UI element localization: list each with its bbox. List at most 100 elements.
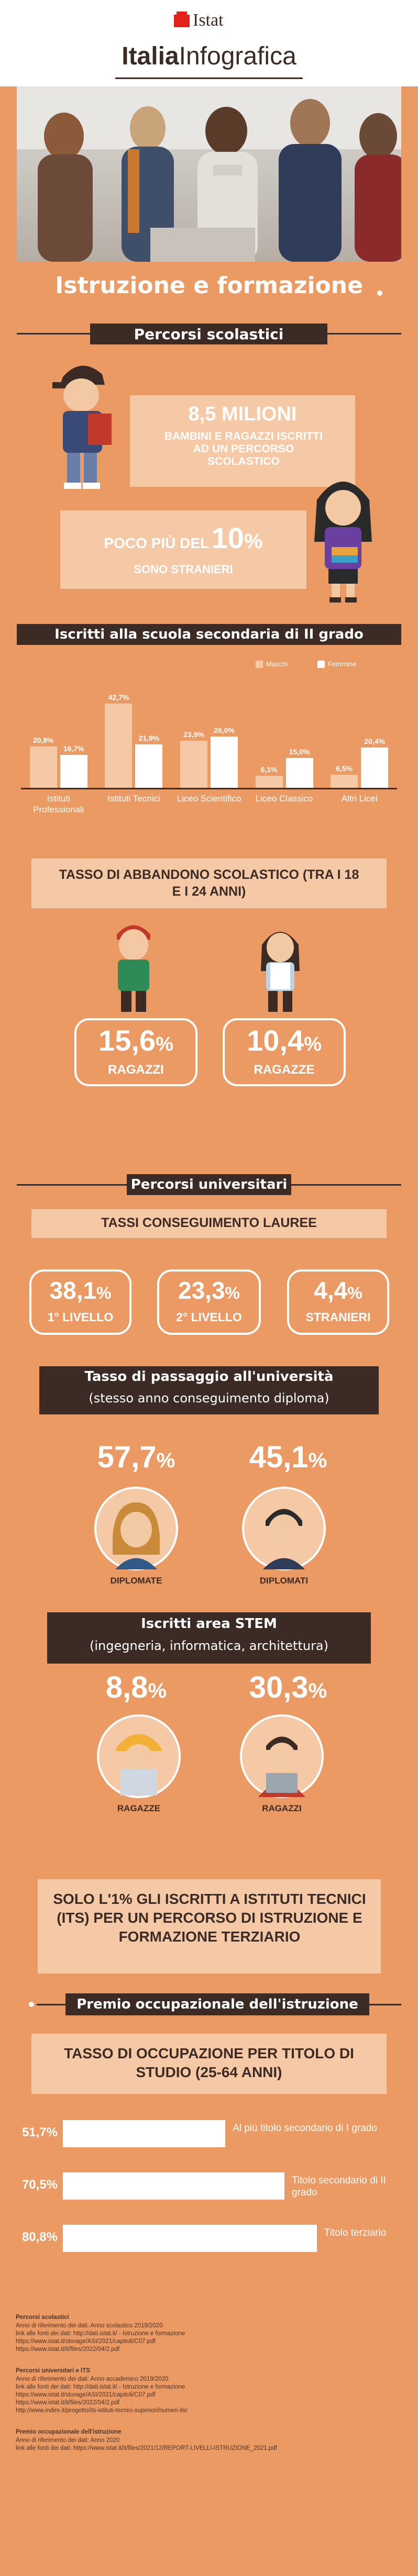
passaggio-girls-label: DIPLOMATE [110,1576,162,1586]
premio-subtitle: TASSO DI OCCUPAZIONE PER TITOLO DI STUDI… [64,2045,354,2080]
passaggio-subtitle: (stesso anno conseguimento diploma) [89,1391,329,1406]
occ-value-1: 70,5% [21,2178,58,2192]
occupazione-bar-chart: 51,7% Al più titolo secondario di I grado… [16,2104,403,2256]
stat-stranieri-text: SONO STRANIERI [134,563,233,576]
laptop-boy-icon [240,1714,324,1798]
istat-logo-icon [174,12,190,27]
stem-boys-value: 30,3 [249,1670,309,1704]
premio-dot [29,2002,34,2007]
header: Istat ItaliaInfografica [0,0,418,86]
stem-subtitle: (ingegneria, informatica, architettura) [90,1638,328,1653]
occ-bar-0 [63,2120,226,2147]
graduate-boy-icon [242,1487,326,1570]
univ-label-1: 1° LIVELLO [47,1310,114,1324]
band-univ-line-right [291,1184,401,1186]
stem-header-bg [47,1612,371,1664]
source-line-1-1: link alle fonti dei dati: http://dati.is… [16,2384,185,2390]
abbandono-boys-value: 15,6 [98,1024,156,1057]
abbandono-girls-box [223,1018,346,1086]
legend-femmine-swatch [317,661,325,668]
source-line-0-1: link alle fonti dei dati: http://dati.is… [16,2330,185,2337]
univ-value-line-2: 23,3% [157,1276,261,1304]
chart-baseline [21,788,397,789]
bar-label-maschi-4: 6,5% [336,764,353,773]
source-line-0-3: https://www.istat.it/it/files/2022/04/2.… [16,2346,120,2352]
source-title-0: Percorsi scolastici [16,2314,69,2321]
source-title-1: Percorsi universitari e ITS [16,2368,90,2374]
passaggio-title: Tasso di passaggio all'università [84,1369,334,1385]
category-label-0: Istituti Professionali [33,794,84,815]
bar-maschi-2 [180,740,207,788]
occ-bar-2 [63,2225,317,2252]
abbandono-girls-pct: % [304,1033,322,1055]
source-line-1-2: https://www.istat.it/storage/ASI/2021/ca… [16,2392,156,2398]
main-title: Istruzione e formazione [55,272,363,299]
hero-photo [17,86,401,262]
legend-femmine: Femmine [328,660,357,668]
bar-label-femmine-1: 21,9% [138,734,160,743]
stat-stranieri-line: POCO PIÙ DEL 10% [60,521,306,555]
premio-line-right [369,2004,401,2005]
stem-boys-label: RAGAZZI [262,1803,302,1813]
abbandono-boys-pct: % [156,1033,173,1055]
premio-subtitle-box [31,2034,387,2094]
bar-label-maschi-1: 42,7% [108,693,129,701]
passaggio-header-bg [39,1366,379,1414]
secondaria-bar-chart: 20,8% 16,7% Istituti Professionali 42,7% 21,… [21,670,397,827]
section-percorsi-scolastici: Percorsi scolastici [90,324,327,344]
source-line-1-0: Anno di riferimento dei dati: Anno accad… [16,2376,169,2382]
section-iscritti-secondaria: Iscritti alla scuola secondaria di II gr… [17,624,401,645]
header-title: ItaliaInfografica [0,42,418,71]
stat-stranieri-value: 10 [211,521,244,554]
occ-value-0: 51,7% [21,2125,58,2139]
passaggio-girls-value-line: 57,7% [79,1440,194,1475]
univ-pct-2: % [225,1284,240,1302]
bar-maschi-3 [255,775,283,788]
bar-maschi-4 [331,775,358,788]
bar-maschi-1 [105,703,133,788]
sources-block: Percorsi scolastici Anno di riferimento d… [16,2314,403,2565]
bar-label-maschi-3: 6,1% [260,765,278,774]
univ-subtitle-box [31,1209,387,1238]
stat-iscritti-text: BAMBINI E RAGAZZI ISCRITTI AD UN PERCORS… [164,430,323,467]
univ-box-3 [287,1269,389,1335]
stat-iscritti-big: 8,5 MILIONI [188,403,297,425]
girl-books-icon [306,469,380,607]
stem-boys-pct: % [308,1679,327,1702]
source-line-1-3: https://www.istat.it/it/files/2022/04/2.… [16,2400,120,2406]
abbandono-boys-box [74,1018,197,1086]
abbandono-boys-value-line: 15,6% [74,1023,197,1057]
univ-subtitle: TASSI CONSEGUIMENTO LAUREE [101,1215,317,1230]
bar-label-femmine-4: 20,4% [364,737,386,745]
stem-girls-value-line: 8,8% [79,1670,194,1705]
univ-value-line-3: 4,4% [287,1276,389,1304]
occ-category-2: Titolo terziario [324,2227,387,2238]
abbandono-title: TASSO DI ABBANDONO SCOLASTICO (TRA I 18 … [59,867,359,899]
band-line-left [17,333,90,334]
passaggio-boys-value: 45,1 [249,1440,309,1474]
stem-boys-value-line: 30,3% [230,1670,346,1705]
univ-pct-3: % [347,1284,362,1302]
abbandono-girls-value-line: 10,4% [223,1023,346,1057]
source-line-1-4: http://www.indire.it/progetto/its-istitu… [16,2407,188,2414]
stem-girls-pct: % [148,1679,167,1702]
bar-label-femmine-0: 16,7% [63,744,84,753]
header-title-b: Infografica [179,42,296,70]
bar-label-maschi-0: 20,8% [32,736,54,745]
univ-pct-1: % [96,1284,112,1302]
header-divider [115,77,303,79]
legend-maschi: Maschi [266,660,288,668]
source-line-0-0: Anno di riferimento dei dati: Anno scola… [16,2323,163,2329]
source-line-0-2: https://www.istat.it/storage/ASI/2021/ca… [16,2338,156,2345]
category-label-3: Liceo Classico [255,794,313,804]
stat-stranieri-prefix: POCO PIÙ DEL [104,535,210,551]
bar-femmine-2 [211,736,238,788]
occ-category-1: Titolo secondario di II grado [292,2175,386,2198]
section-premio: Premio occupazionale dell'istruzione [65,1993,369,2015]
category-label-2: Liceo Scientifico [177,794,241,804]
bar-femmine-4 [361,747,389,788]
abbandono-girls-label: RAGAZZE [254,1063,315,1077]
bar-femmine-0 [60,754,87,788]
category-label-4: Altri Licei [341,794,378,804]
source-title-2: Premio occupazionale dell'istruzione [16,2429,122,2435]
